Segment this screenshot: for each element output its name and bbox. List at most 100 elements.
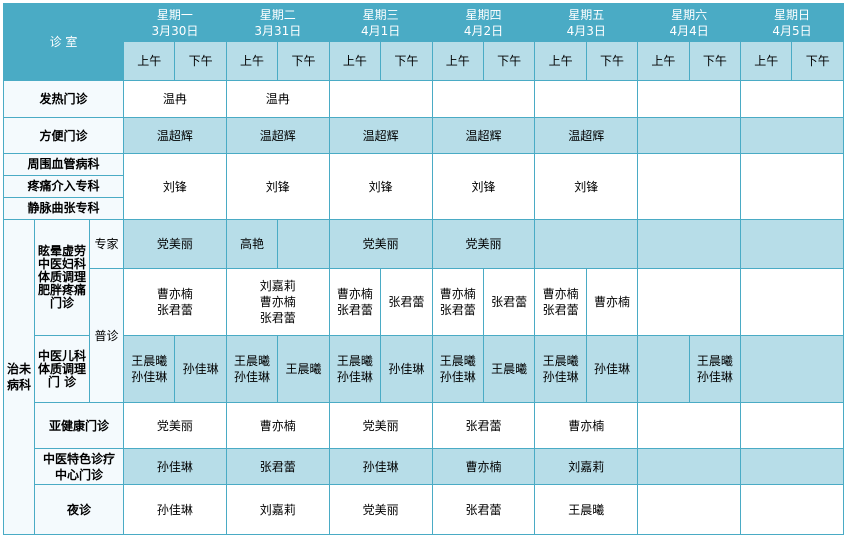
weekday: 星期二 <box>259 7 296 22</box>
am-header: 上午 <box>225 41 279 81</box>
schedule-cell <box>637 80 742 118</box>
date: 3月31日 <box>254 23 302 38</box>
fever-clinic: 发热门诊 温冉 温冉 <box>3 80 844 118</box>
day-header: 星期一 3月30日 <box>123 3 227 42</box>
schedule-cell <box>740 448 844 485</box>
schedule-cell <box>637 117 742 154</box>
schedule-cell <box>740 402 844 449</box>
schedule-cell: 王晨曦 孙佳琳 <box>225 335 279 403</box>
schedule-cell <box>534 80 639 118</box>
subhealth-row: 亚健康门诊 党美丽 曹亦楠 党美丽 张君蕾 曹亦楠 <box>4 402 844 449</box>
schedule-cell: 高艳 <box>225 219 279 269</box>
clinic-label: 中医儿科 体质调理 门 诊 <box>34 335 90 403</box>
clinic-label: 专家 <box>89 219 124 269</box>
vascular-clinic: 周围血管病科 疼痛介入专科 静脉曲张专科 刘锋 刘锋 刘锋 刘锋 刘锋 <box>3 153 844 220</box>
schedule-cell: 温冉 <box>225 80 330 118</box>
schedule-cell: 曹亦楠 <box>534 402 639 449</box>
clinic-label: 治未 病科 <box>3 219 35 535</box>
clinic-label: 周围血管病科 疼痛介入专科静脉曲张专科 <box>3 153 124 220</box>
schedule-cell: 张君蕾 <box>482 268 536 336</box>
schedule-cell <box>328 80 433 118</box>
clinic-label-line: 疼痛介入专科 <box>4 176 123 198</box>
clinic-label: 中医特色诊疗 中心门诊 <box>34 448 124 485</box>
schedule-cell: 曹亦楠 <box>585 268 639 336</box>
schedule-cell: 曹亦楠 张君蕾 <box>431 268 484 336</box>
schedule-cell: 王晨曦 <box>277 335 330 403</box>
am-header: 上午 <box>328 41 382 81</box>
am-header: 上午 <box>122 41 176 81</box>
tcm-special-row: 中医特色诊疗 中心门诊 孙佳琳 张君蕾 孙佳琳 曹亦楠 刘嘉莉 <box>4 448 844 485</box>
schedule-cell: 曹亦楠 张君蕾 <box>123 268 227 336</box>
schedule-cell: 温冉 <box>123 80 227 118</box>
clinic-schedule-table: 诊 室 星期一 3月30日 星期二 3月31日 星期三 4月1日 星期四 4月2日 星期五 4月3… <box>3 3 844 535</box>
schedule-cell <box>534 219 639 269</box>
date: 4月5日 <box>772 23 812 38</box>
clinic-label-line: 周围血管病科 <box>4 154 123 176</box>
schedule-cell <box>740 153 844 220</box>
pm-header: 下午 <box>688 41 742 81</box>
date: 4月4日 <box>669 23 709 38</box>
weekday: 星期五 <box>568 7 605 22</box>
day-header: 星期六 4月4日 <box>637 3 742 42</box>
am-header: 上午 <box>740 41 793 81</box>
schedule-cell: 王晨曦 孙佳琳 <box>122 335 176 403</box>
schedule-cell: 党美丽 <box>123 402 227 449</box>
schedule-cell <box>637 484 742 535</box>
schedule-cell: 刘嘉莉 <box>534 448 639 485</box>
pm-header: 下午 <box>482 41 536 81</box>
schedule-cell: 王晨曦 <box>534 484 639 535</box>
date: 4月2日 <box>463 23 504 38</box>
clinic-label: 普诊 <box>89 268 124 403</box>
day-header: 星期日 4月5日 <box>740 3 844 42</box>
schedule-cell: 张君蕾 <box>225 448 330 485</box>
schedule-cell <box>277 219 330 269</box>
schedule-cell: 曹亦楠 张君蕾 <box>534 268 587 336</box>
schedule-cell: 曹亦楠 <box>431 448 536 485</box>
schedule-cell: 刘锋 <box>123 153 227 220</box>
schedule-cell: 刘锋 <box>431 153 536 220</box>
weekday: 星期四 <box>465 7 502 22</box>
weekday: 星期三 <box>362 7 399 22</box>
schedule-cell <box>740 484 844 535</box>
schedule-cell <box>431 80 536 118</box>
schedule-cell: 刘锋 <box>534 153 639 220</box>
schedule-cell: 温超辉 <box>225 117 330 154</box>
clinic-label: 眩晕虚劳 中医妇科 体质调理 肥胖疼痛 门诊 <box>34 219 90 336</box>
pm-header: 下午 <box>174 41 227 81</box>
schedule-cell: 王晨曦 孙佳琳 <box>328 335 382 403</box>
schedule-cell: 孙佳琳 <box>123 448 227 485</box>
schedule-cell: 孙佳琳 <box>585 335 639 403</box>
night-clinic-row: 夜诊 孙佳琳 刘嘉莉 党美丽 张君蕾 王晨曦 <box>4 484 844 535</box>
general-row: 普诊 曹亦楠 张君蕾 刘嘉莉 曹亦楠 张君蕾 曹亦楠 张君蕾 张君蕾 曹亦楠 张君蕾 张君蕾… <box>4 268 844 403</box>
schedule-cell: 党美丽 <box>328 484 433 535</box>
room-header: 诊 室 <box>3 3 124 81</box>
day-header: 星期四 4月2日 <box>431 3 536 42</box>
schedule-cell: 王晨曦 <box>482 335 536 403</box>
clinic-label: 发热门诊 <box>3 80 124 118</box>
schedule-cell: 刘锋 <box>225 153 330 220</box>
schedule-cell: 孙佳琳 <box>380 335 433 403</box>
date: 4月1日 <box>360 23 401 38</box>
schedule-cell: 张君蕾 <box>431 402 536 449</box>
schedule-cell: 孙佳琳 <box>123 484 227 535</box>
schedule-cell: 曹亦楠 <box>225 402 330 449</box>
clinic-label: 方便门诊 <box>3 117 124 154</box>
schedule-cell: 王晨曦 孙佳琳 <box>431 335 484 403</box>
schedule-cell: 王晨曦 孙佳琳 <box>688 335 742 403</box>
schedule-cell: 张君蕾 <box>431 484 536 535</box>
day-header: 星期三 4月1日 <box>328 3 433 42</box>
schedule-cell: 温超辉 <box>431 117 536 154</box>
clinic-label-line: 静脉曲张专科 <box>27 201 100 215</box>
schedule-cell <box>637 219 742 269</box>
schedule-cell <box>637 448 742 485</box>
pm-header: 下午 <box>585 41 639 81</box>
schedule-cell: 曹亦楠 张君蕾 <box>328 268 382 336</box>
schedule-cell: 党美丽 <box>328 402 433 449</box>
am-header: 上午 <box>534 41 587 81</box>
schedule-cell: 孙佳琳 <box>328 448 433 485</box>
weekday: 星期一 <box>156 7 193 22</box>
expert-row: 治未 病科 眩晕虚劳 中医妇科 体质调理 肥胖疼痛 门诊 专家 党美丽 高艳 党美丽 党美丽 <box>3 219 844 535</box>
schedule-cell <box>637 153 742 220</box>
pm-header: 下午 <box>791 41 844 81</box>
schedule-cell: 温超辉 <box>534 117 639 154</box>
